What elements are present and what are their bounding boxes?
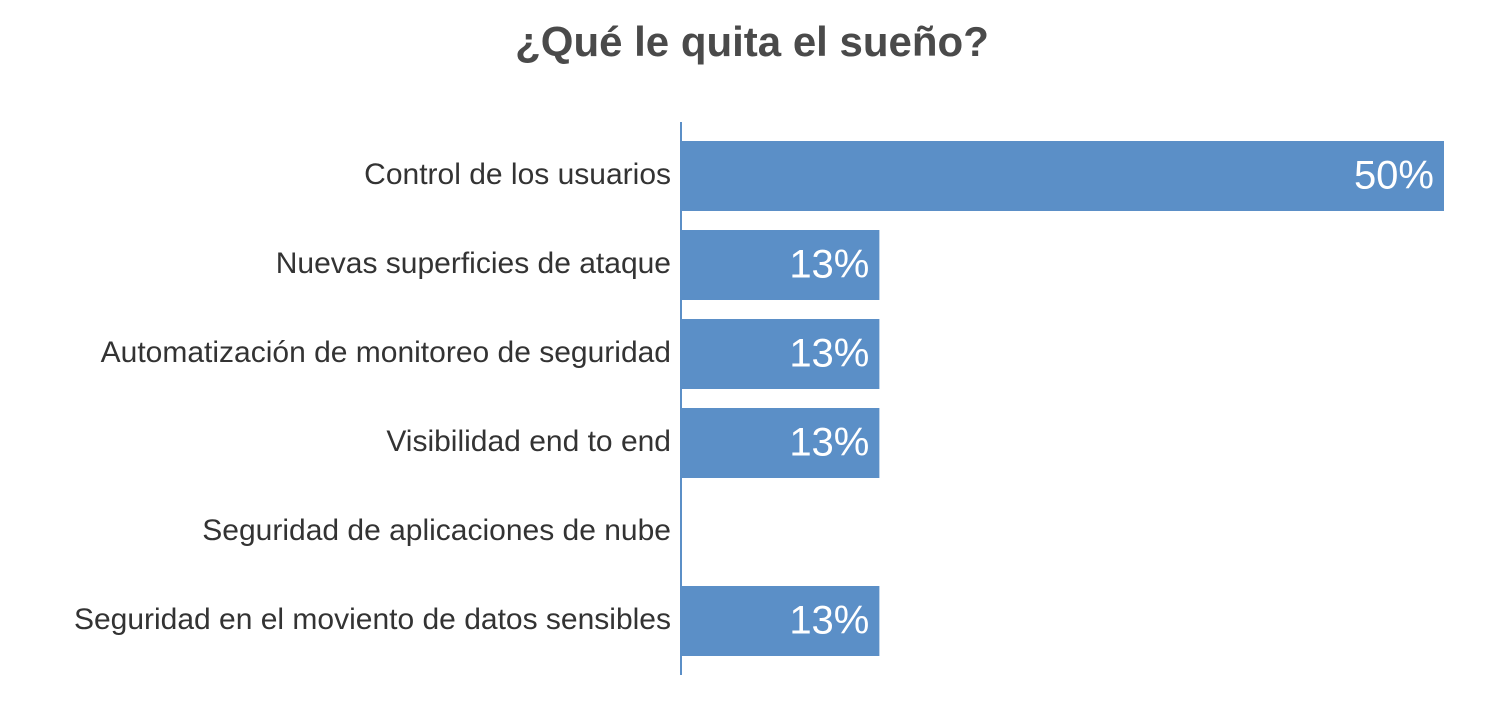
chart-title: ¿Qué le quita el sueño?	[515, 18, 989, 65]
data-label: 13%	[789, 421, 869, 465]
data-label: 13%	[789, 332, 869, 376]
data-label: 50%	[1354, 154, 1434, 198]
category-label: Seguridad en el moviento de datos sensib…	[74, 603, 671, 636]
category-label: Visibilidad end to end	[386, 425, 671, 458]
category-label: Automatización de monitoreo de seguridad	[101, 336, 671, 369]
data-label: 13%	[789, 599, 869, 643]
category-label: Control de los usuarios	[364, 158, 671, 191]
category-label: Nuevas superficies de ataque	[276, 247, 671, 280]
bar	[681, 319, 880, 389]
category-label: Seguridad de aplicaciones de nube	[202, 514, 671, 547]
bars-layer: Control de los usuarios 50% Nuevas superfi…	[74, 141, 1444, 656]
data-label: 13%	[789, 243, 869, 287]
bar	[681, 141, 1444, 211]
bar	[681, 586, 880, 656]
bar	[681, 408, 880, 478]
bar	[681, 230, 880, 300]
